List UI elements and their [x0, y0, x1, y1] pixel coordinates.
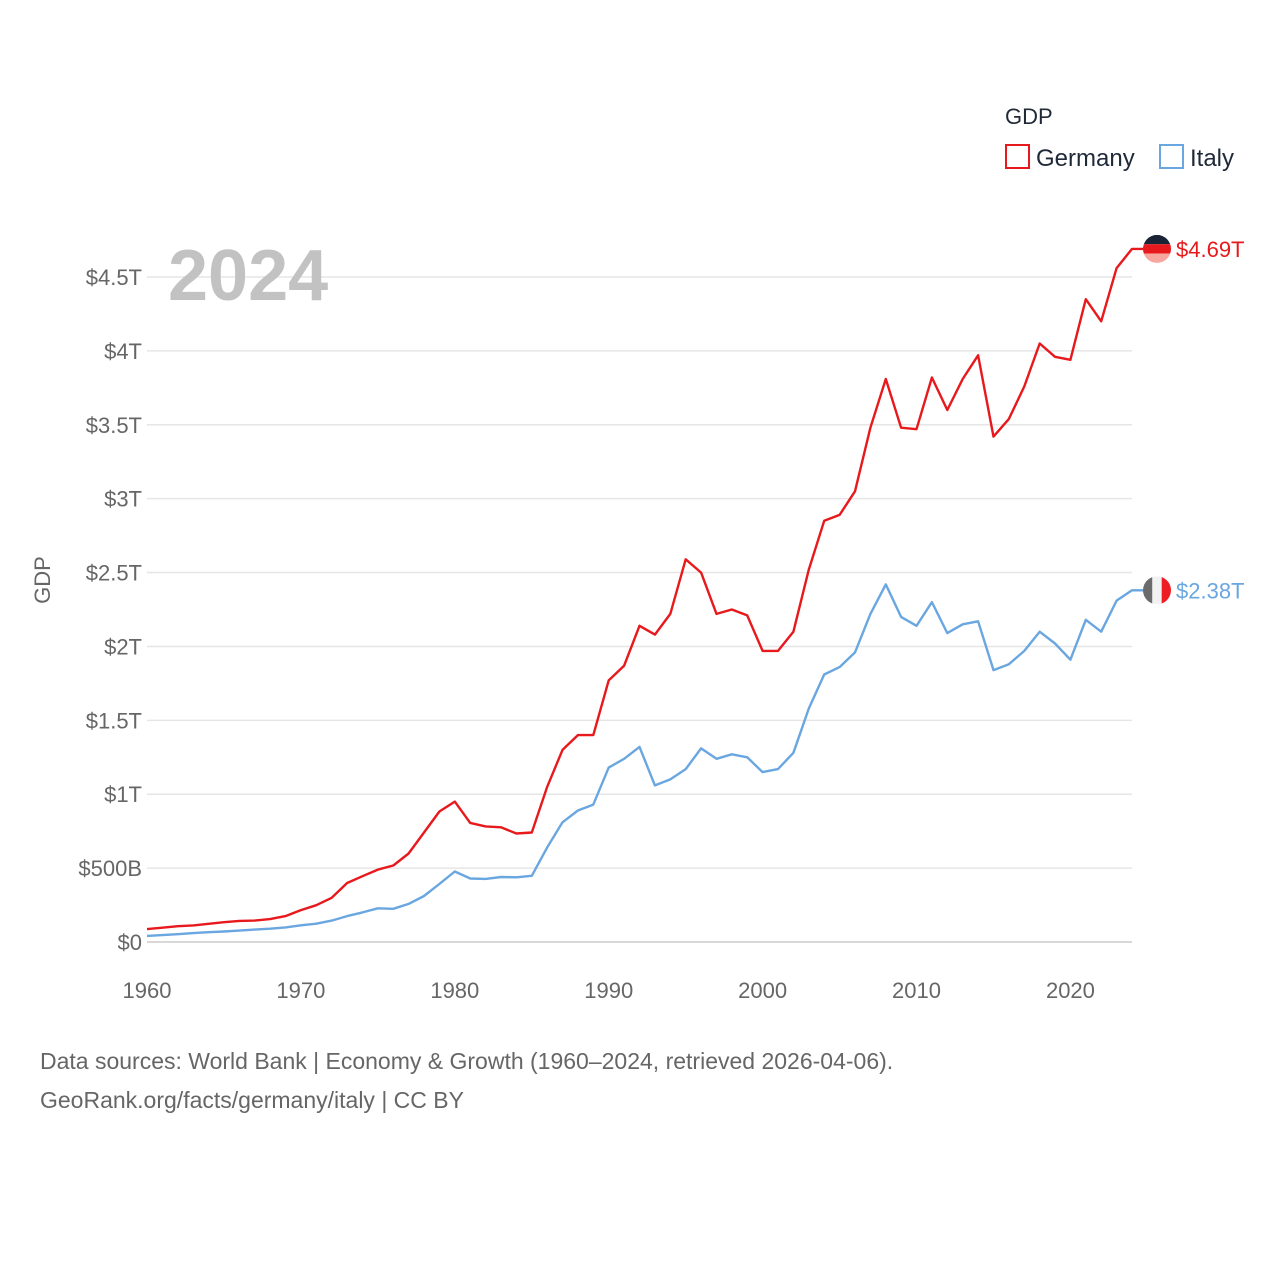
year-label: 2024 — [168, 236, 328, 316]
legend-title: GDP — [1005, 104, 1053, 129]
legend-label-italy: Italy — [1190, 145, 1234, 172]
legend-label-germany: Germany — [1036, 145, 1135, 172]
x-tick-label: 2020 — [1046, 978, 1095, 1003]
x-tick-label: 2000 — [738, 978, 787, 1003]
y-tick-label: $3.5T — [86, 413, 142, 438]
series-end-markers: $4.69T $2.38T — [1143, 234, 1245, 605]
x-tick-label: 2010 — [892, 978, 941, 1003]
y-axis-label: GDP — [30, 556, 55, 604]
y-tick-label: $0 — [118, 930, 142, 955]
x-tick-label: 1960 — [123, 978, 172, 1003]
legend-swatch-germany — [1005, 144, 1030, 169]
italy-flag-icon — [1143, 576, 1171, 605]
end-value-label-italy: $2.38T — [1176, 578, 1245, 603]
source-line-2: GeoRank.org/facts/germany/italy | CC BY — [40, 1087, 464, 1113]
y-tick-label: $1T — [104, 782, 142, 807]
y-axis-ticks: $0 $500B $1T $1.5T $2T $2.5T $3T $3.5T $4T $4.5T — [78, 265, 142, 955]
gridlines — [147, 276, 1132, 943]
legend: GDP Germany Italy — [1005, 104, 1234, 172]
x-axis-ticks: 1960 1970 1980 1990 2000 2010 2020 — [123, 978, 1095, 1003]
end-value-label-germany: $4.69T — [1176, 237, 1245, 262]
legend-swatch-italy — [1159, 144, 1184, 169]
y-tick-label: $500B — [78, 856, 142, 881]
x-tick-label: 1980 — [430, 978, 479, 1003]
y-tick-label: $2.5T — [86, 561, 142, 586]
series-line-italy — [146, 583, 1150, 938]
germany-flag-icon — [1143, 234, 1171, 263]
y-tick-label: $2T — [104, 634, 142, 659]
series-line-germany — [146, 247, 1150, 931]
y-tick-label: $1.5T — [86, 708, 142, 733]
series-lines — [146, 247, 1150, 938]
source-line-1: Data sources: World Bank | Economy & Gro… — [40, 1048, 894, 1074]
y-tick-label: $3T — [104, 487, 142, 512]
y-tick-label: $4T — [104, 339, 142, 364]
y-tick-label: $4.5T — [86, 265, 142, 290]
data-source-note: Data sources: World Bank | Economy & Gro… — [40, 1042, 893, 1120]
x-tick-label: 1990 — [584, 978, 633, 1003]
x-tick-label: 1970 — [276, 978, 325, 1003]
